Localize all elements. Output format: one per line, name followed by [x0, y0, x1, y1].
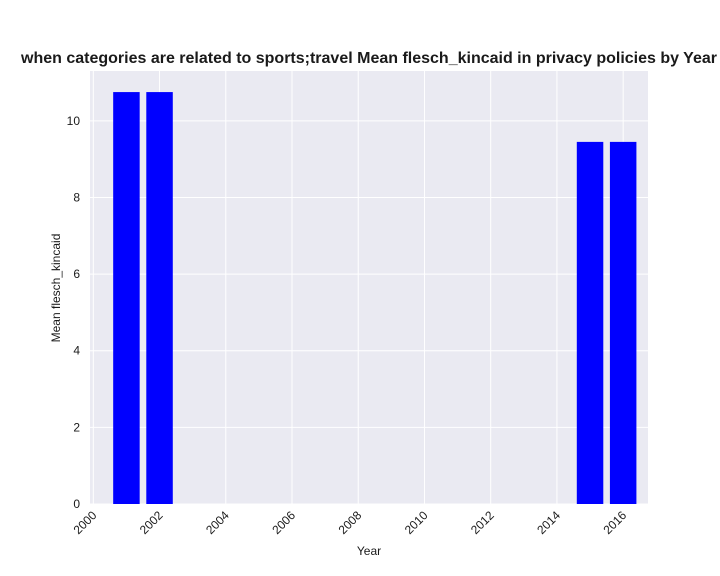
y-tick-label: 6	[73, 267, 80, 281]
bar	[146, 92, 173, 504]
y-grid	[90, 120, 648, 505]
x-tick-label: 2014	[534, 508, 563, 537]
x-tick-label: 2016	[601, 508, 630, 537]
plot-area	[90, 71, 648, 504]
y-tick-label: 0	[73, 497, 80, 511]
bar	[576, 141, 604, 504]
bars	[113, 92, 637, 504]
x-axis-label: Year	[357, 544, 381, 558]
chart-title: when categories are related to sports;tr…	[20, 50, 717, 67]
x-tick-label: 2012	[468, 508, 497, 537]
y-tick-label: 2	[73, 420, 80, 434]
bar	[609, 141, 637, 504]
x-tick-label: 2002	[137, 508, 166, 537]
y-tick-label: 10	[67, 114, 81, 128]
y-tick-labels: 0 2 4 6 8 10	[67, 114, 81, 511]
x-tick-label: 2006	[269, 508, 298, 537]
x-tick-label: 2004	[203, 508, 232, 537]
y-tick-label: 4	[73, 344, 80, 358]
y-tick-label: 8	[73, 190, 80, 204]
x-tick-label: 2010	[402, 508, 431, 537]
x-tick-label: 2000	[71, 508, 100, 537]
x-tick-labels: 2000 2002 2004 2006 2008 2010 2012 2014 2016	[71, 508, 630, 537]
bar	[113, 92, 140, 504]
x-tick-label: 2008	[336, 508, 365, 537]
y-axis-label: Mean flesch_kincaid	[49, 234, 63, 343]
